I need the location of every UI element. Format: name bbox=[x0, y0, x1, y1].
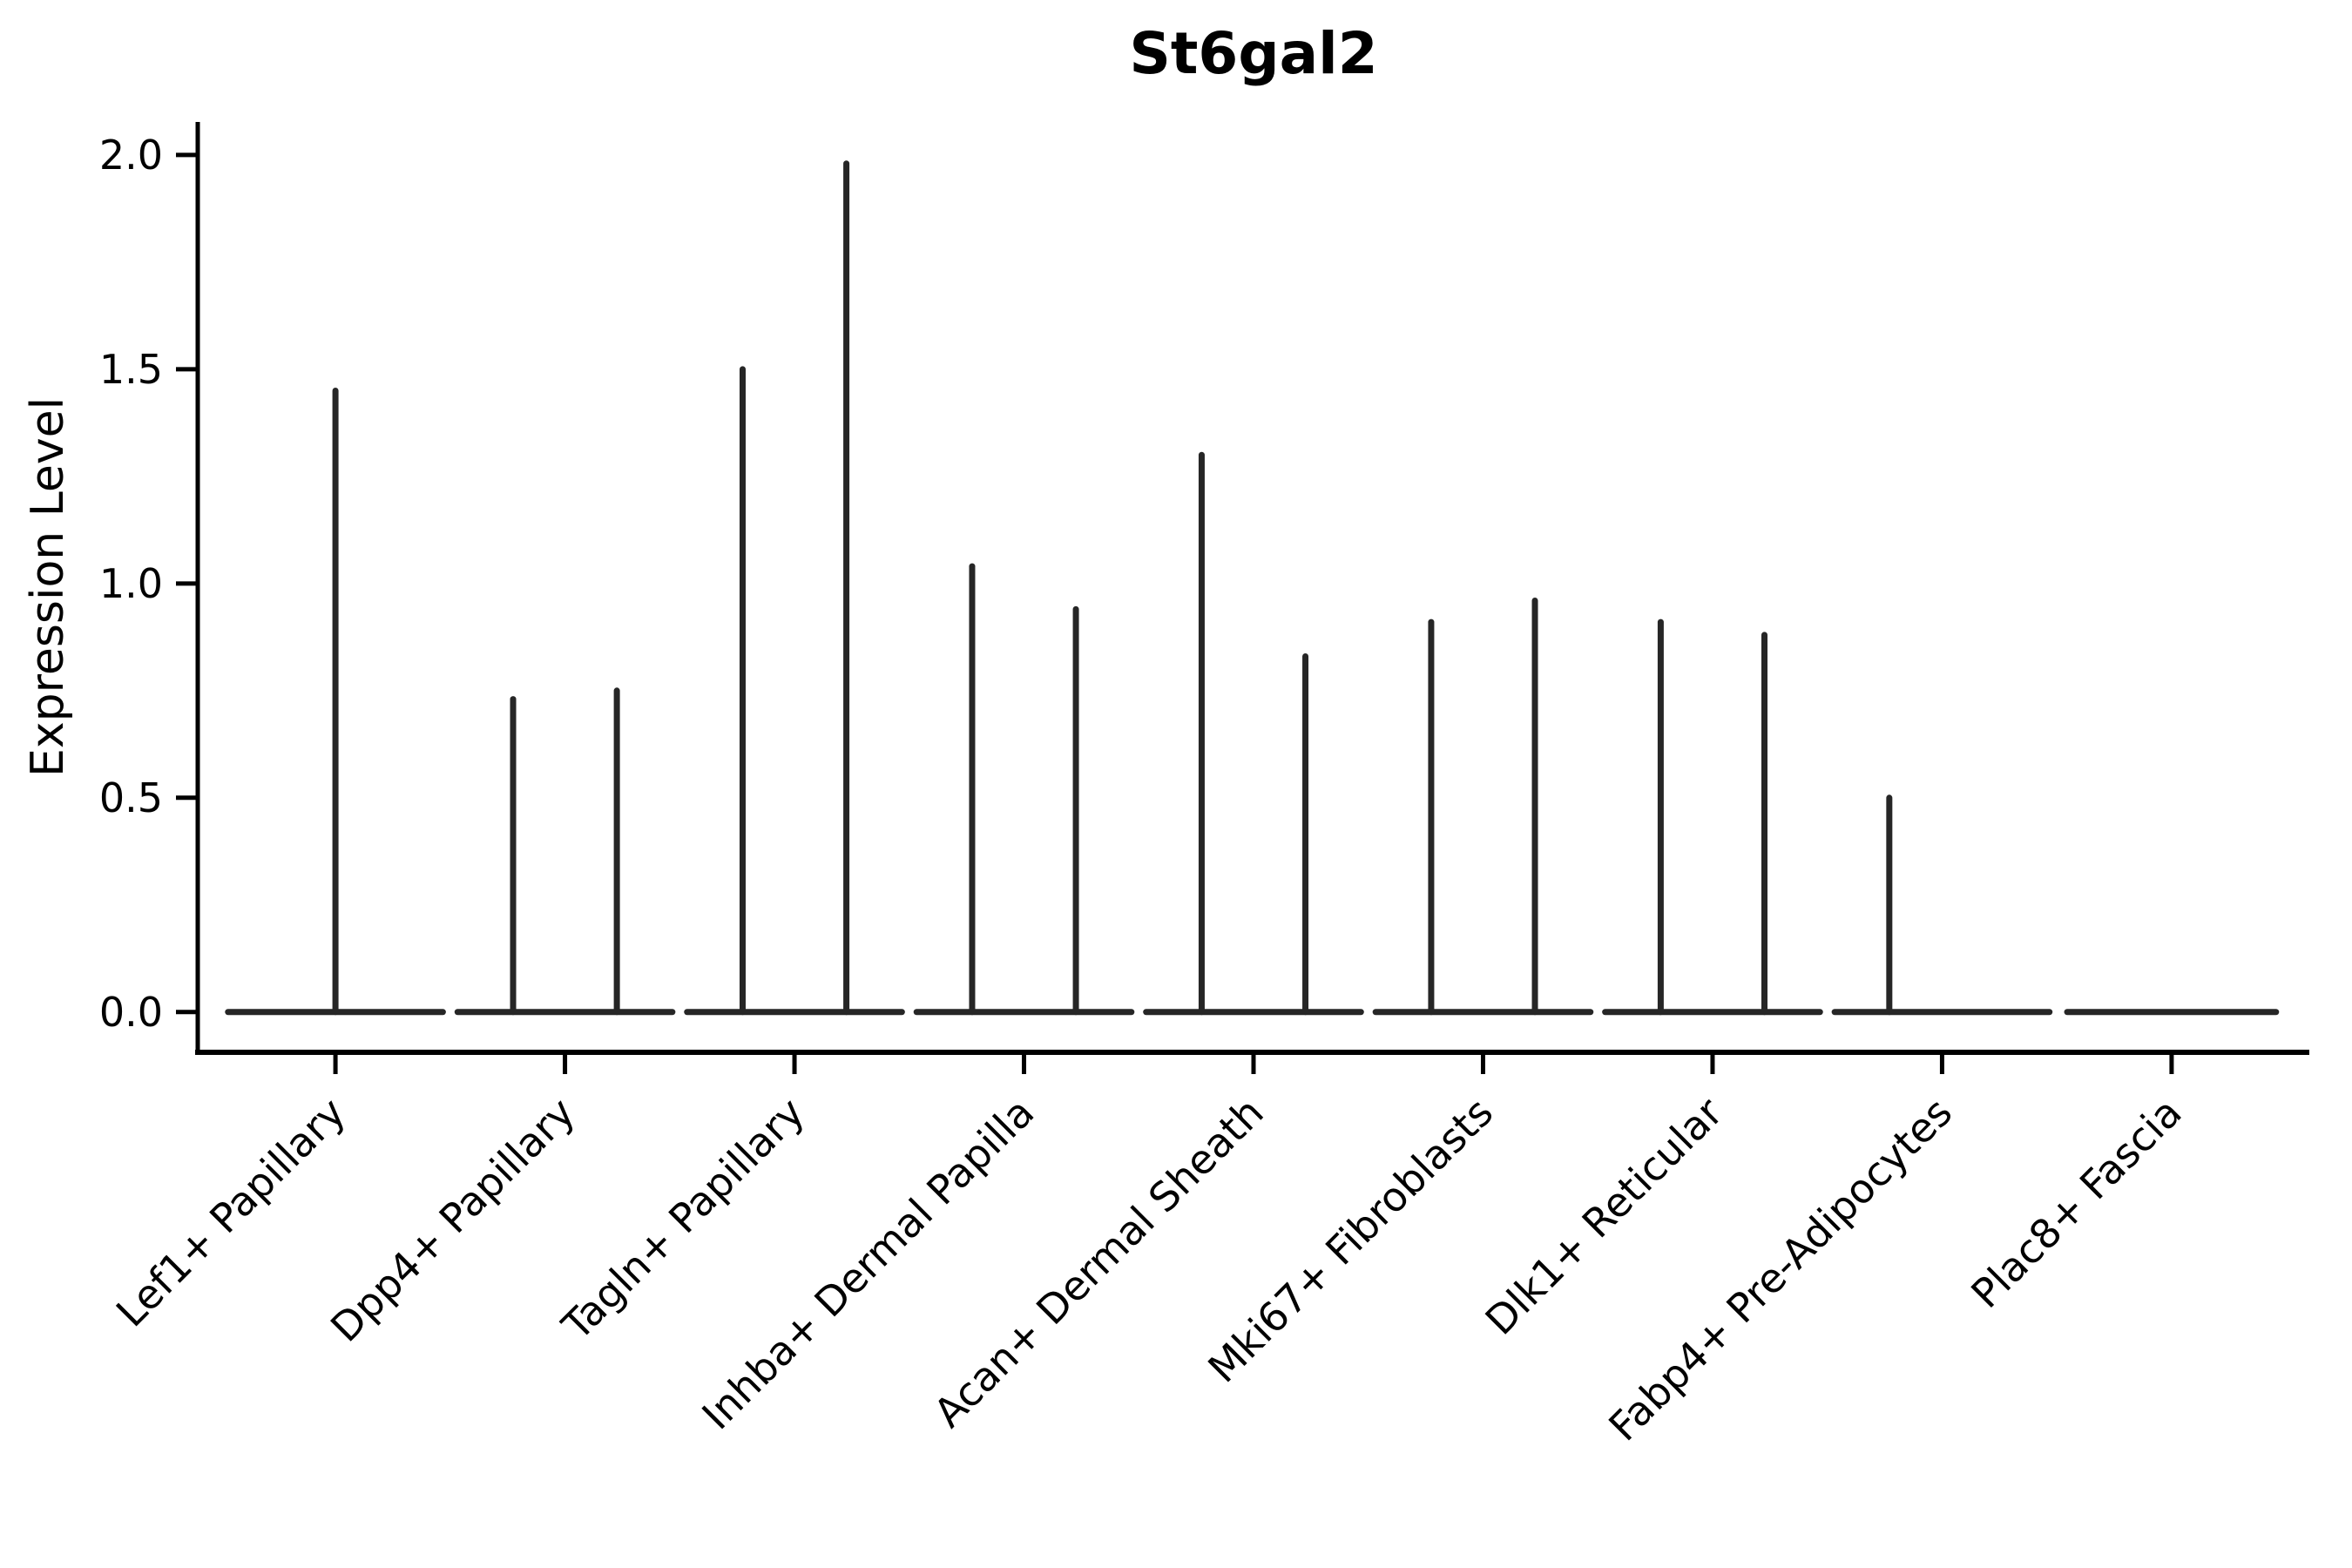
y-tick-label: 1.0 bbox=[99, 560, 163, 607]
x-tick-label: Dpp4+ Papillary bbox=[321, 1089, 584, 1351]
violin bbox=[684, 160, 905, 1016]
y-tick-label: 1.5 bbox=[99, 346, 163, 393]
x-tick-label: Dlk1+ Reticular bbox=[1477, 1089, 1732, 1344]
violin bbox=[454, 687, 676, 1016]
violin bbox=[1831, 794, 2053, 1016]
violin bbox=[1143, 451, 1364, 1016]
x-tick-label: Tagln+ Papillary bbox=[552, 1089, 814, 1350]
y-tick-label: 0.0 bbox=[99, 989, 163, 1036]
y-tick-label: 2.0 bbox=[99, 132, 163, 179]
violin bbox=[1372, 597, 1594, 1016]
x-tick-label: Lef1+ Papillary bbox=[107, 1089, 355, 1336]
violin bbox=[1602, 618, 1823, 1016]
chart-title: St6gal2 bbox=[1129, 20, 1377, 87]
violin bbox=[913, 563, 1135, 1016]
violins bbox=[225, 160, 2280, 1016]
violin bbox=[225, 387, 446, 1016]
y-axis-label: Expression Level bbox=[22, 397, 74, 777]
y-tick-label: 0.5 bbox=[99, 774, 163, 821]
x-tick-label: Plac8+ Fascia bbox=[1962, 1089, 2190, 1317]
